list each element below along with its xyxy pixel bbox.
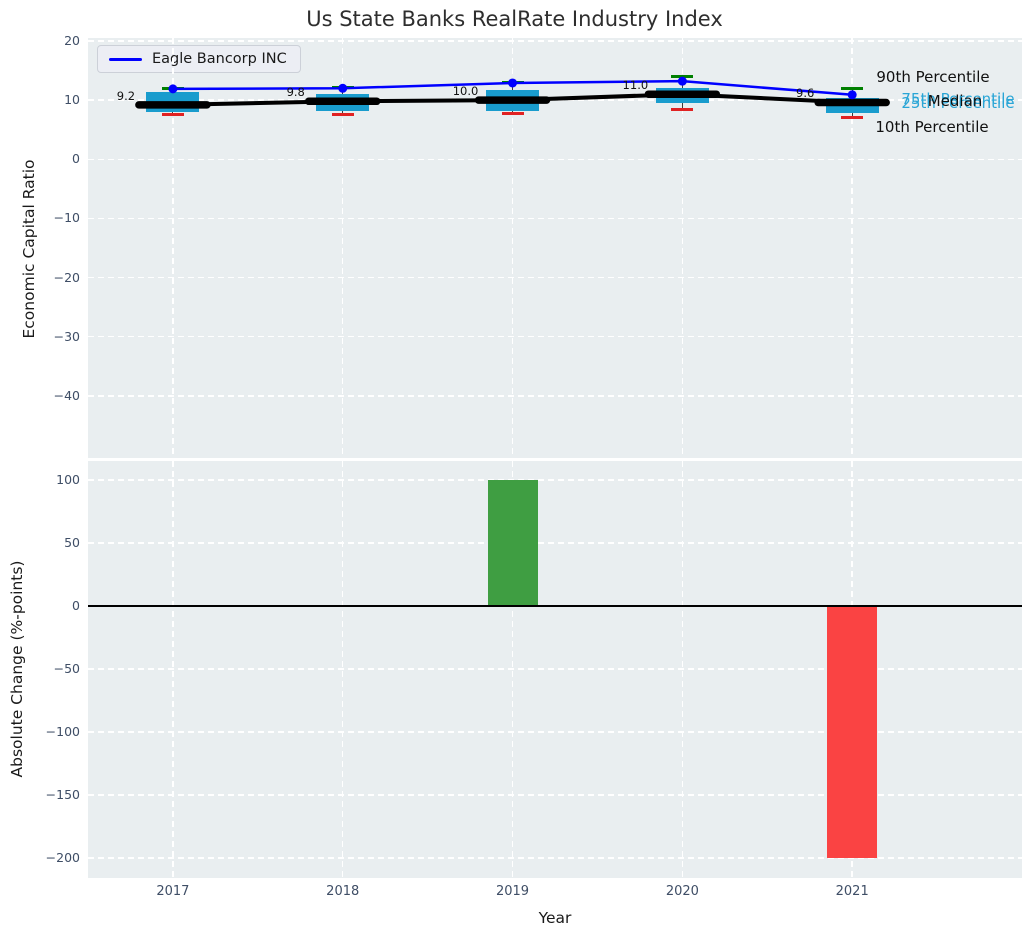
change-bar-2019 [487,479,538,606]
y-tick-label: 0 [72,151,80,167]
legend-label: Eagle Bancorp INC [152,51,287,67]
vertical-gridline [851,38,853,458]
annotation-median: Median [927,92,983,110]
horizontal-gridline [88,40,1022,42]
chart-title: Us State Banks RealRate Industry Index [306,7,723,31]
legend-line-swatch [109,57,142,61]
p90-cap-2020 [671,74,694,78]
x-tick-label-2020: 2020 [665,884,699,899]
p90-cap-2021 [841,86,864,90]
annotation-25th-percentile: 25th Percentile [901,94,1015,112]
horizontal-gridline [88,158,1022,160]
horizontal-gridline [88,395,1022,397]
annotation-10th-percentile: 10th Percentile [875,118,989,136]
y-tick-label: −100 [45,723,80,739]
eagle-marker-2020 [677,76,687,86]
median-value-label-2017: 9.2 [116,88,136,103]
p10-cap-2020 [671,108,694,112]
y-tick-label: −200 [45,849,80,865]
x-tick-label-2018: 2018 [326,884,360,899]
p10-cap-2018 [331,113,354,117]
median-value-label-2020: 11.0 [622,78,649,93]
y-tick-label: 10 [64,92,80,108]
x-axis-label: Year [538,909,572,927]
horizontal-gridline [88,276,1022,279]
eagle-marker-2021 [847,90,857,100]
y-tick-label: −40 [53,387,80,403]
x-tick-label-2019: 2019 [495,884,530,899]
vertical-gridline [681,38,684,458]
vertical-gridline [172,38,174,458]
median-value-label-2019: 10.0 [452,84,479,99]
p10-cap-2017 [161,113,184,117]
annotation-75th-percentile: 75th Percentile [901,90,1015,108]
median-value-label-2021: 9.6 [796,86,815,101]
legend: Eagle Bancorp INC [97,45,301,73]
median-value-label-2018: 9.8 [286,85,305,100]
change-bar-2021 [827,605,878,858]
eagle-marker-2017 [168,84,178,94]
y-tick-label: −20 [53,269,80,285]
y-tick-label: −150 [45,786,80,802]
horizontal-gridline [88,479,1022,481]
horizontal-gridline [88,217,1022,220]
p10-cap-2021 [841,116,864,120]
horizontal-gridline [88,857,1022,859]
y-tick-label: −50 [53,660,80,676]
vertical-gridline [511,38,514,458]
y-tick-label: 20 [64,32,80,48]
horizontal-gridline [88,731,1022,733]
horizontal-gridline [88,542,1022,544]
y-tick-label: −30 [53,328,80,344]
bottom-plot-area [88,461,1022,878]
y-tick-label: −10 [53,210,80,226]
horizontal-gridline [88,336,1022,338]
vertical-gridline [342,38,344,458]
top-plot-area: Eagle Bancorp INC 9.2 9.8 10.0 11.0 9.6 90th … [88,38,1022,458]
horizontal-gridline [88,668,1022,670]
horizontal-gridline [88,794,1022,796]
zero-line [88,605,1022,607]
eagle-marker-2019 [508,78,518,88]
y-tick-label: 100 [56,471,80,487]
x-tick-label-2021: 2021 [835,884,869,899]
top-y-axis-label: Economic Capital Ratio [20,159,38,339]
eagle-marker-2018 [338,83,348,93]
top-plot-lines [135,76,890,109]
y-tick-label: 50 [64,534,80,550]
y-tick-label: 0 [72,597,80,613]
p10-cap-2019 [501,112,524,116]
x-tick-label-2017: 2017 [156,884,190,899]
annotation-90th-percentile: 90th Percentile [876,68,990,86]
